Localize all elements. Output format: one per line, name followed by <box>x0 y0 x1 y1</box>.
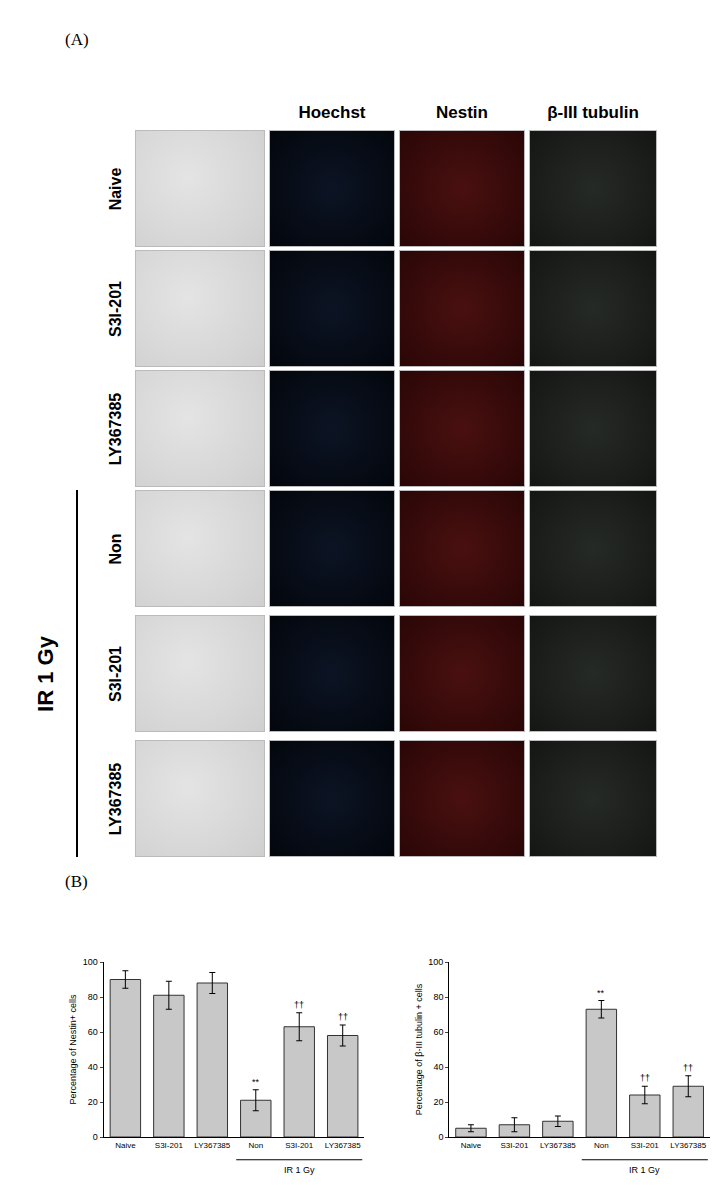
svg-text:**: ** <box>252 1077 260 1087</box>
svg-text:Non: Non <box>594 1141 609 1150</box>
svg-text:††: †† <box>294 1000 304 1010</box>
svg-text:S3I-201: S3I-201 <box>631 1141 660 1150</box>
html-text:(A): (A) <box>65 30 89 49</box>
svg-text:††: †† <box>338 1012 348 1022</box>
svg-text:80: 80 <box>433 992 443 1002</box>
svg-text:0: 0 <box>93 1132 98 1142</box>
svg-text:40: 40 <box>88 1062 98 1072</box>
svg-text:LY367385: LY367385 <box>194 1141 230 1150</box>
html-text:S3I-201: S3I-201 <box>107 280 124 337</box>
svg-text:IR 1 Gy: IR 1 Gy <box>284 1165 315 1175</box>
svg-text:20: 20 <box>88 1097 98 1107</box>
svg-text:60: 60 <box>88 1027 98 1037</box>
svg-text:100: 100 <box>428 957 443 967</box>
svg-text:0: 0 <box>438 1132 443 1142</box>
svg-text:††: †† <box>640 1073 650 1083</box>
svg-text:S3I-201: S3I-201 <box>285 1141 314 1150</box>
html-text:(B): (B) <box>65 872 88 891</box>
svg-text:LY367385: LY367385 <box>540 1141 576 1150</box>
svg-text:S3I-201: S3I-201 <box>155 1141 184 1150</box>
html-text:S3I-201: S3I-201 <box>107 645 124 702</box>
svg-text:60: 60 <box>433 1027 443 1037</box>
svg-text:S3I-201: S3I-201 <box>500 1141 529 1150</box>
html-text:Non: Non <box>107 532 124 565</box>
svg-text:20: 20 <box>433 1097 443 1107</box>
svg-text:**: ** <box>597 988 605 998</box>
svg-text:LY367385: LY367385 <box>670 1141 706 1150</box>
html-text:β-III tubulin: β-III tubulin <box>547 103 639 122</box>
svg-text:80: 80 <box>88 992 98 1002</box>
svg-text:LY367385: LY367385 <box>325 1141 361 1150</box>
html-text:LY367385: LY367385 <box>107 762 124 835</box>
svg-text:Percentage of β-III tubulin +: Percentage of β-III tubulin + cells <box>414 983 424 1115</box>
html-text:Naive: Naive <box>107 167 124 210</box>
svg-text:Percentage of Nestin+ cells: Percentage of Nestin+ cells <box>68 994 78 1104</box>
svg-text:Non: Non <box>248 1141 263 1150</box>
svg-text:Naive: Naive <box>461 1141 482 1150</box>
html-text:IR 1 Gy: IR 1 Gy <box>33 635 58 712</box>
svg-text:Naive: Naive <box>115 1141 136 1150</box>
html-text:LY367385: LY367385 <box>107 392 124 465</box>
svg-text:40: 40 <box>433 1062 443 1072</box>
svg-text:IR 1 Gy: IR 1 Gy <box>629 1165 660 1175</box>
svg-text:††: †† <box>683 1063 693 1073</box>
html-text:Hoechst: Hoechst <box>298 103 366 122</box>
svg-text:100: 100 <box>83 957 98 967</box>
html-text:Nestin: Nestin <box>436 103 488 122</box>
